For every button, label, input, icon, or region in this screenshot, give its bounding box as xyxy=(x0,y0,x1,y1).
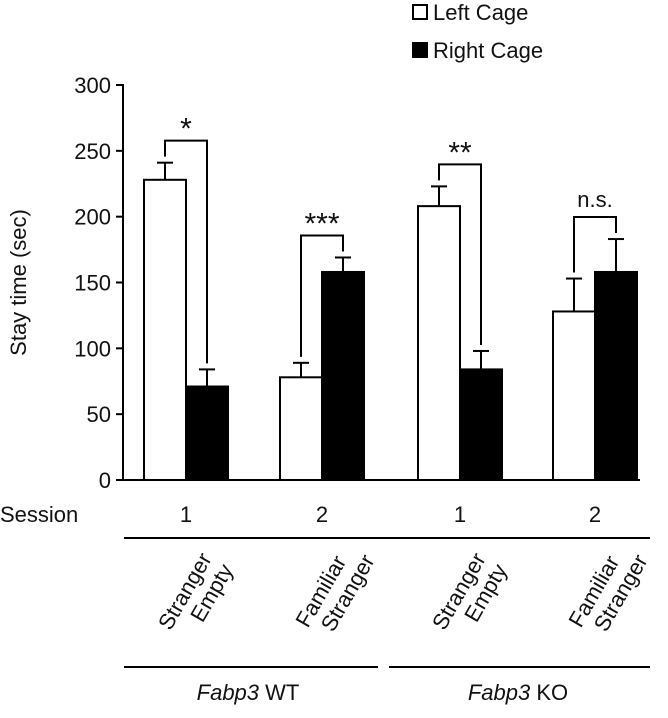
y-tick-label: 0 xyxy=(99,468,111,493)
session-number: 2 xyxy=(589,502,601,527)
significance-label: ** xyxy=(448,136,472,169)
bar xyxy=(459,368,503,481)
bar xyxy=(185,385,229,481)
y-tick-label: 100 xyxy=(74,336,111,361)
significance-bracket xyxy=(164,139,208,364)
session-row-label: Session xyxy=(0,502,78,527)
bar xyxy=(321,270,365,482)
session-number: 2 xyxy=(316,502,328,527)
bar xyxy=(417,205,461,481)
y-tick-label: 300 xyxy=(74,73,111,98)
legend-label-right-cage: Right Cage xyxy=(433,38,543,63)
group-label-gene: Fabp3 xyxy=(468,680,531,705)
y-tick-label: 250 xyxy=(74,139,111,164)
session-number: 1 xyxy=(454,502,466,527)
significance-label: n.s. xyxy=(577,187,612,212)
significance-label: *** xyxy=(304,207,339,240)
bar xyxy=(279,376,323,481)
bar xyxy=(594,270,638,482)
group-label: Fabp3 KO xyxy=(468,680,568,705)
group-label: Fabp3 WT xyxy=(197,680,300,705)
legend-label-left-cage: Left Cage xyxy=(433,0,528,25)
legend-swatch-left-cage xyxy=(412,4,428,20)
significance-label: * xyxy=(180,113,192,146)
y-tick-label: 150 xyxy=(74,271,111,296)
group-label-genotype: KO xyxy=(530,680,568,705)
significance-bracket xyxy=(573,216,617,273)
significance-bracket xyxy=(438,163,482,345)
significance-bracket xyxy=(300,234,344,357)
group-label-gene: Fabp3 xyxy=(197,680,260,705)
legend-swatch-right-cage xyxy=(412,42,428,58)
y-tick-label: 200 xyxy=(74,205,111,230)
session-number: 1 xyxy=(180,502,192,527)
bar xyxy=(143,178,187,482)
y-axis-title: Stay time (sec) xyxy=(6,209,31,356)
bar xyxy=(552,310,596,482)
y-tick-label: 50 xyxy=(87,402,111,427)
group-label-genotype: WT xyxy=(259,680,299,705)
